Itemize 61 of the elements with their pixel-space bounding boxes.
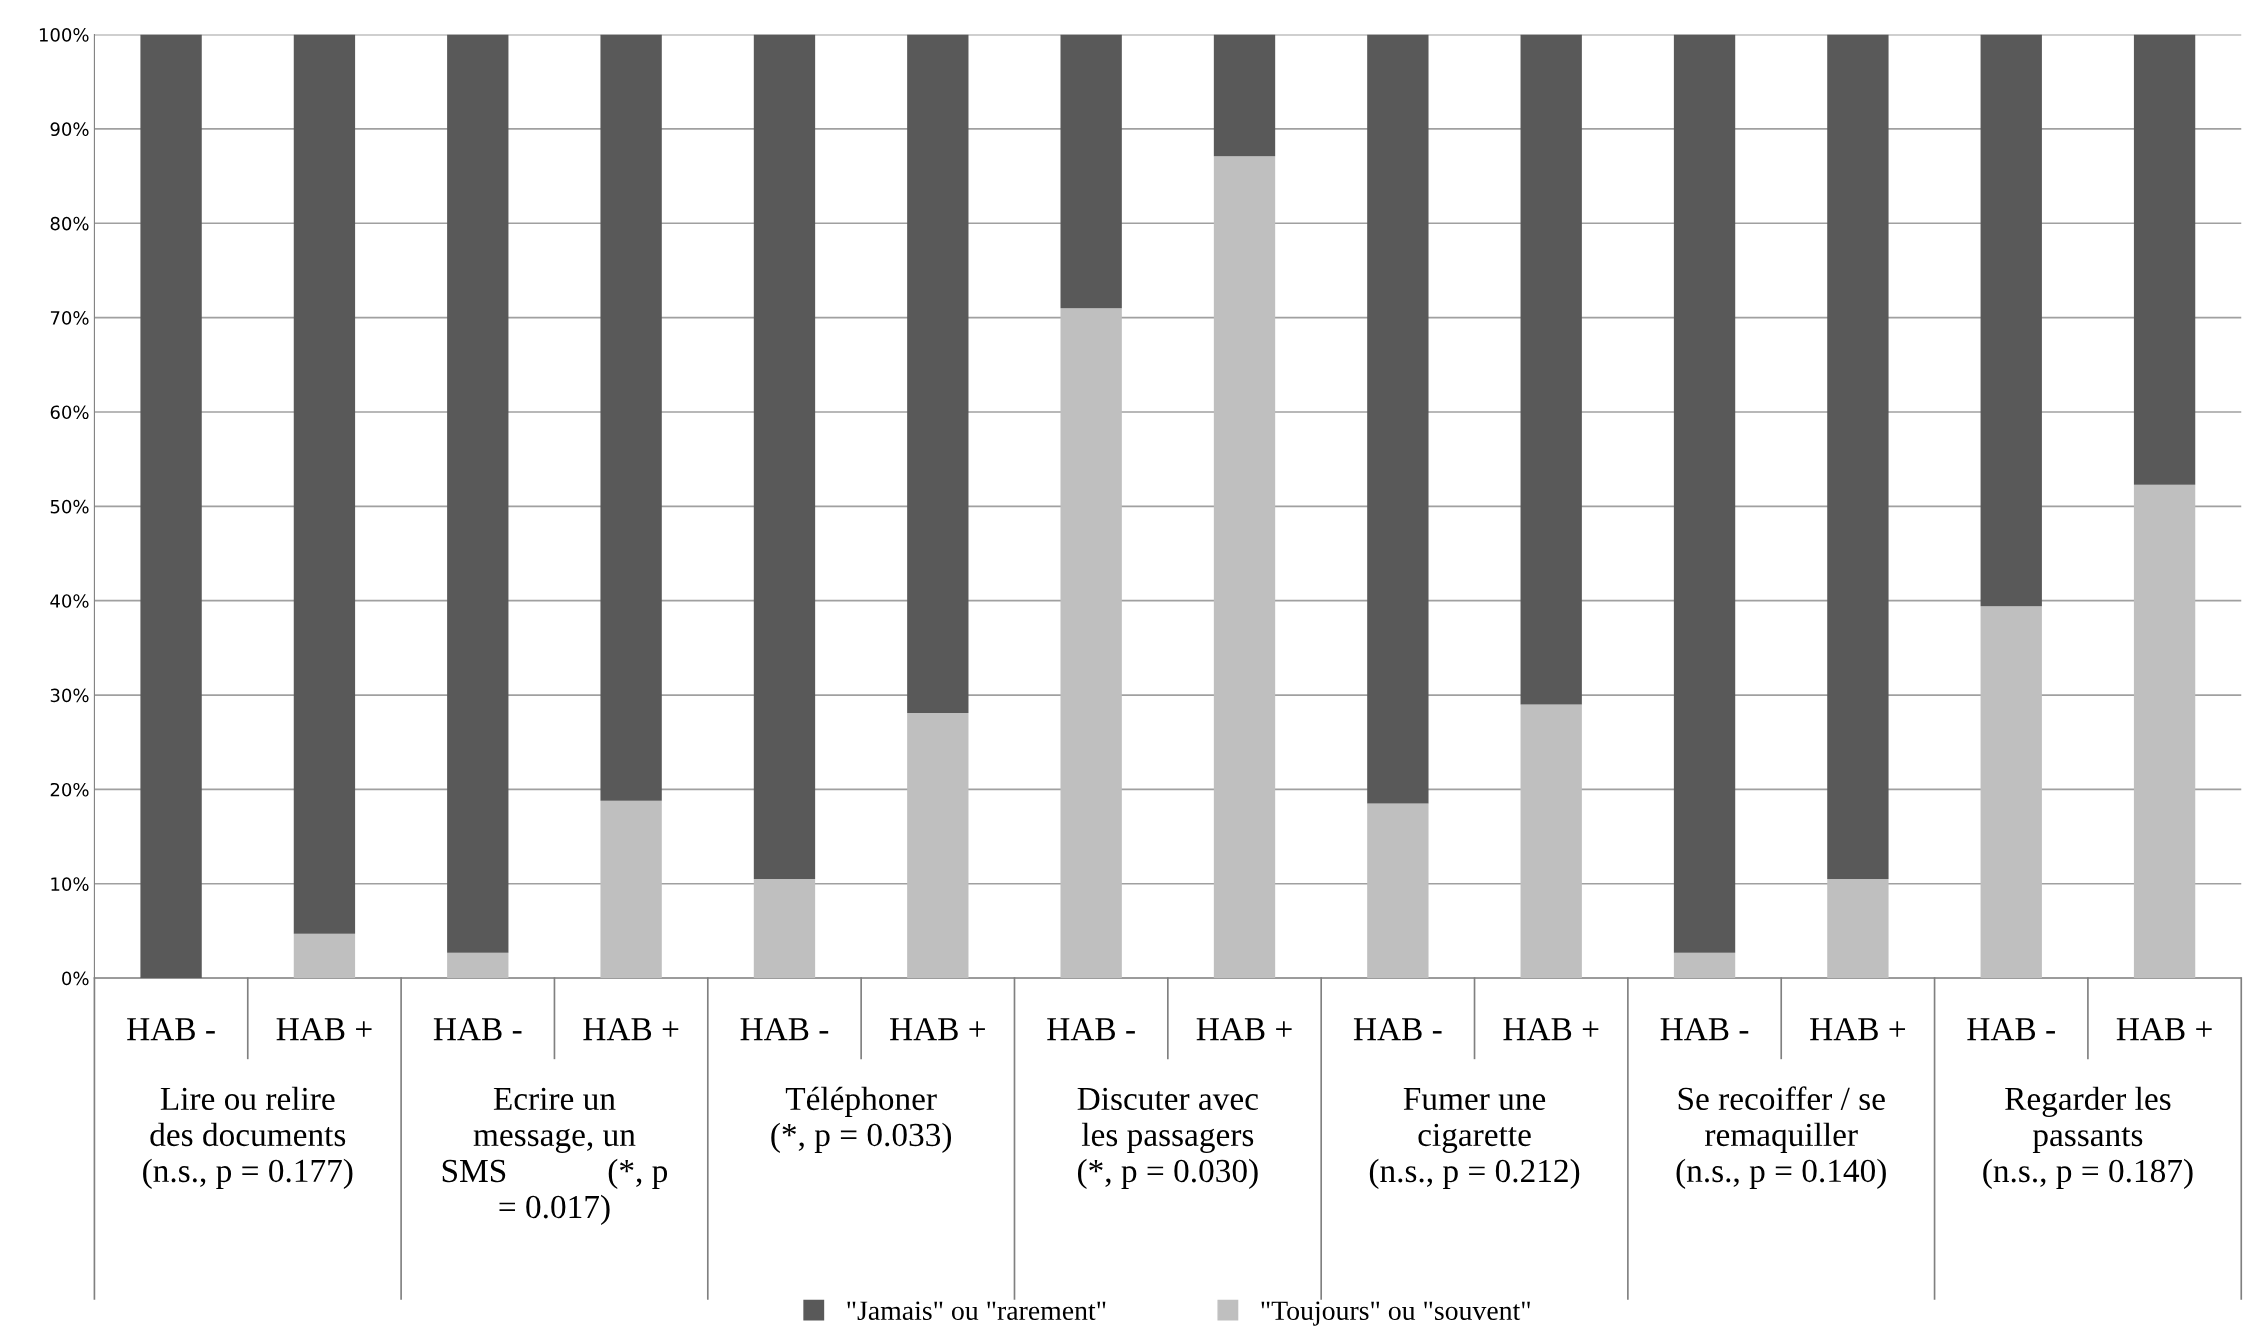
bar [1213,156,1276,979]
bar [1367,34,1429,804]
legend-label: "Toujours" ou "souvent" [1261,1301,1530,1326]
bar [753,879,816,979]
bar [293,933,356,979]
bar [2133,484,2196,979]
y-tick-label: 90% [50,122,89,137]
bar [753,34,816,880]
x-tick-label: HAB - [740,1018,829,1041]
x-tick-label: HAB - [127,1018,215,1041]
bar [907,34,969,713]
y-tick-label: 50% [50,499,89,514]
bar [447,952,509,979]
x-tick-label: HAB + [1196,1018,1292,1041]
x-tick-label: HAB + [890,1018,985,1041]
bar [1520,34,1582,705]
bar [1520,704,1582,979]
bar [1060,34,1122,309]
x-tick-label: HAB - [1047,1018,1135,1041]
y-tick-label: 40% [50,594,89,608]
bar [140,34,202,979]
bar [1673,34,1736,953]
text: Lire ou relire des documents (n.s., p = 0.177) [143,1086,353,1189]
text: Fumer une cigarette (n.s., p = 0.212) [1369,1087,1580,1189]
x-tick-label: HAB - [1967,1018,2055,1041]
y-tick-label: 70% [50,311,89,325]
y-tick-label: 80% [50,216,89,231]
bar [907,713,969,979]
y-tick-label: 0% [62,971,89,986]
bar [1367,803,1429,979]
x-tick-label: HAB + [2116,1018,2212,1041]
x-tick-label: HAB - [1660,1018,1749,1041]
text: Se recoiffer / se remaquiller (n.s., p = 0.140) [1676,1086,1886,1189]
x-tick-label: HAB - [433,1018,522,1041]
bar [600,800,662,979]
bar [600,34,662,801]
x-tick-label: HAB + [1810,1018,1906,1041]
bar [1060,308,1122,979]
legend-label: "Jamais" ou "rarement" [847,1301,1106,1321]
text: Regarder les passants (n.s., p = 0.187) [1983,1086,2193,1189]
bar [1827,34,1889,880]
y-tick-label: 30% [50,688,89,703]
x-tick-label: HAB + [583,1018,679,1041]
bar [1827,879,1889,979]
bar [1673,952,1736,979]
x-tick-label: HAB + [1503,1018,1599,1041]
bar [1213,34,1276,157]
x-tick-label: HAB - [1353,1018,1442,1041]
text: Ecrire un message, un SMS (*, p = 0.017) [442,1087,668,1226]
bar [2133,34,2196,485]
y-tick-label: 100% [39,28,89,42]
bar [1980,34,2042,607]
x-tick-label: HAB + [276,1018,372,1041]
text: Discuter avec les passagers (*, p = 0.030) [1077,1087,1258,1189]
bar [293,34,356,934]
bar [1980,606,2042,979]
text: Téléphoner (*, p = 0.033) [771,1086,952,1153]
y-tick-label: 60% [50,405,89,420]
y-tick-label: 20% [50,782,89,797]
y-tick-label: 10% [51,877,89,891]
bar [447,34,509,953]
